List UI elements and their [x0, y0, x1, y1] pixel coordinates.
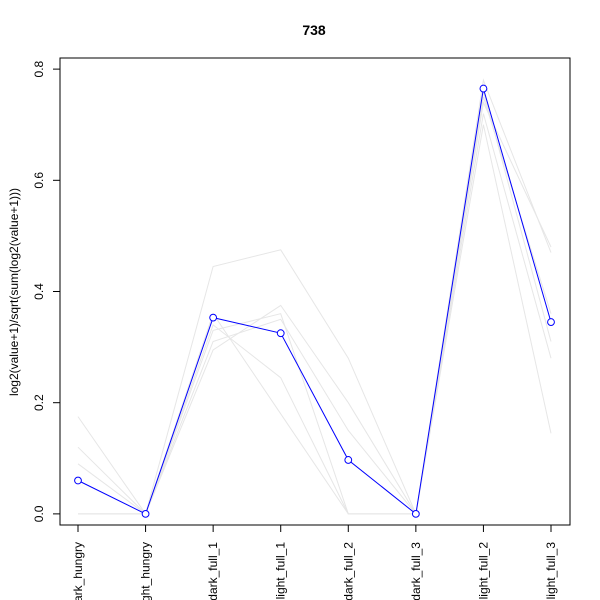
x-tick-label: light_hungry — [139, 542, 153, 600]
highlight-data-point — [479, 84, 488, 93]
highlight-data-point — [74, 476, 82, 485]
highlight-data-point — [411, 509, 420, 518]
highlight-series-line — [77, 88, 552, 515]
highlight-series — [74, 84, 555, 518]
background-series-line — [78, 91, 552, 515]
x-tick-label: light_full_3 — [544, 542, 558, 600]
background-series-line — [77, 78, 552, 516]
y-tick-label: 0.2 — [32, 394, 46, 411]
background-series-line — [77, 124, 552, 515]
highlight-data-point — [141, 509, 150, 518]
highlight-data-point — [209, 313, 218, 322]
y-tick-label: 0.0 — [32, 505, 46, 522]
background-series-line — [78, 96, 552, 516]
x-tick-label: light_full_2 — [476, 542, 490, 600]
x-tick-label: dark_hungry — [71, 542, 85, 600]
y-axis-label: log2(value+1)/sqrt(sum(log2(value+1))) — [7, 188, 21, 396]
y-tick-label: 0.8 — [32, 60, 46, 77]
x-tick-label: dark_full_1 — [206, 542, 220, 600]
axes: 0.0 0.2 0.4 0.6 0.8 dark_hungry light_hungry da… — [32, 60, 558, 600]
chart-title: 738 — [302, 22, 326, 38]
x-tick-label: dark_full_2 — [341, 542, 355, 600]
y-tick-label: 0.4 — [32, 283, 46, 300]
background-series-line — [77, 113, 552, 516]
x-tick-label: dark_full_3 — [409, 542, 423, 600]
highlight-data-point — [344, 456, 353, 464]
x-tick-label: light_full_1 — [274, 542, 288, 600]
highlight-data-point — [276, 329, 285, 338]
background-series-line — [78, 100, 552, 515]
highlight-data-point — [547, 318, 555, 326]
background-series — [77, 78, 552, 516]
y-tick-label: 0.6 — [32, 172, 46, 189]
